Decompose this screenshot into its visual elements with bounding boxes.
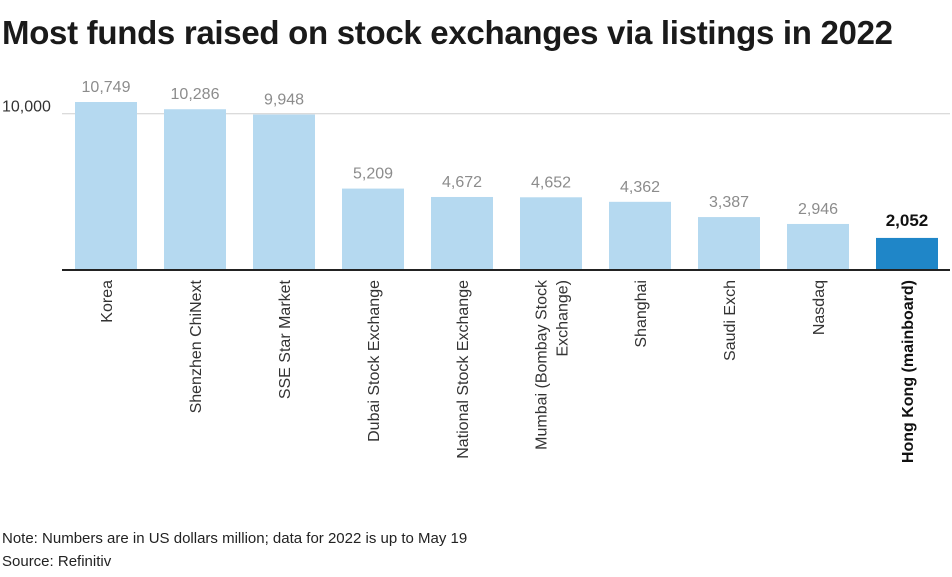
category-label-5-line-0: Mumbai (Bombay Stock	[534, 279, 551, 450]
category-labels: Korea Shenzhen ChiNext SSE Star Market Duba…	[99, 279, 917, 463]
value-label-7: 3,387	[709, 194, 749, 211]
bar-4	[431, 196, 493, 270]
value-label-4: 4,672	[442, 174, 482, 191]
bar-9	[876, 237, 938, 270]
category-label-2: SSE Star Market	[277, 279, 294, 399]
value-label-9: 2,052	[886, 211, 929, 230]
bar-chart: 10,000 10,749 10,286 9,948 5,209 4,672 4,652 4…	[2, 79, 950, 463]
chart-source: Source: Refinitiv	[2, 553, 112, 570]
bar-2	[253, 114, 315, 270]
value-label-5: 4,652	[531, 174, 571, 191]
value-labels: 10,749 10,286 9,948 5,209 4,672 4,652 4,362 3,3…	[82, 79, 929, 230]
category-label-4: National Stock Exchange	[455, 280, 472, 459]
chart-note: Note: Numbers are in US dollars million;…	[2, 530, 468, 547]
category-label-8: Nasdaq	[811, 280, 828, 335]
category-label-7: Saudi Exch	[722, 280, 739, 361]
bars	[75, 102, 938, 270]
value-label-8: 2,946	[798, 201, 838, 218]
gridlines: 10,000	[2, 99, 950, 116]
category-label-1: Shenzhen ChiNext	[188, 279, 205, 413]
chart-title: Most funds raised on stock exchanges via…	[2, 14, 893, 51]
value-label-1: 10,286	[171, 86, 220, 103]
bar-7	[698, 217, 760, 270]
value-label-6: 4,362	[620, 179, 660, 196]
value-label-0: 10,749	[82, 79, 131, 96]
y-tick-label: 10,000	[2, 99, 51, 116]
bar-6	[609, 201, 671, 270]
bar-1	[164, 109, 226, 270]
bar-5	[520, 197, 582, 270]
category-label-6: Shanghai	[633, 280, 650, 348]
category-label-0: Korea	[99, 280, 116, 323]
value-label-2: 9,948	[264, 92, 304, 109]
category-label-3: Dubai Stock Exchange	[366, 280, 383, 442]
bar-8	[787, 223, 849, 270]
bar-0	[75, 102, 137, 270]
category-label-9: Hong Kong (mainboard)	[900, 280, 917, 463]
category-label-5-line-1: Exchange)	[555, 280, 572, 357]
value-label-3: 5,209	[353, 166, 393, 183]
bar-3	[342, 188, 404, 270]
